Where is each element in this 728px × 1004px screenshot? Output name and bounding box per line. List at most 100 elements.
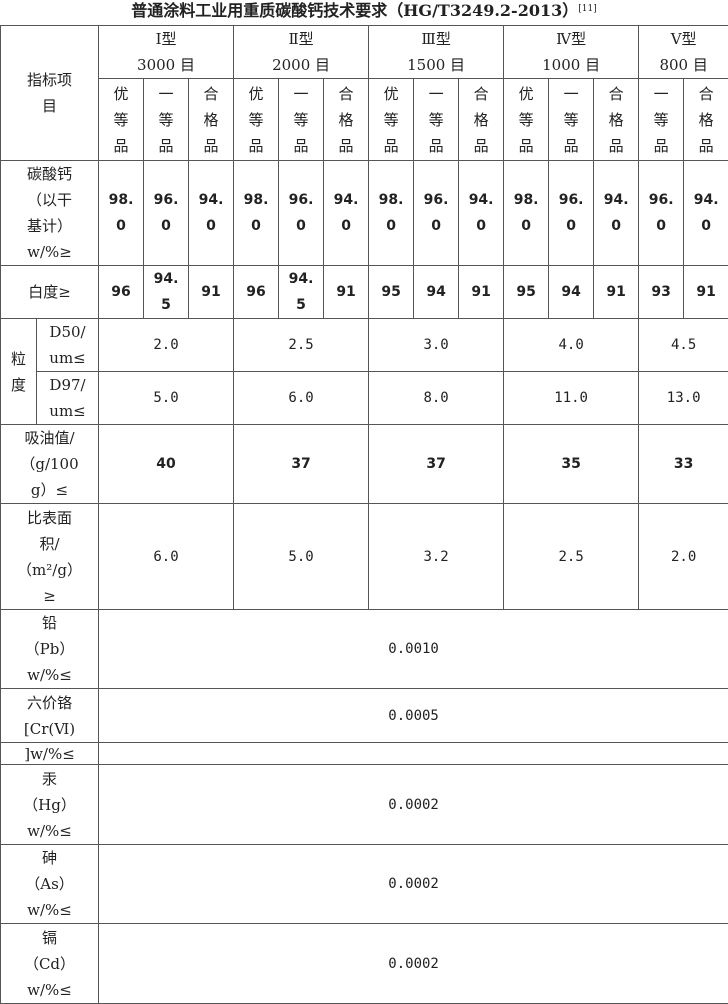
value-cell: 3.2 (369, 504, 504, 610)
table-row-chromium-cont: ]w/%≤ (1, 743, 728, 765)
table-row-lead: 铅 （Pb） w/%≤ 0.0010 (1, 610, 728, 689)
row-label: D97/ um≤ (37, 372, 99, 425)
value-cell: 2.5 (234, 319, 369, 372)
value-cell: 91 (684, 266, 728, 319)
value-cell: 96 (99, 266, 144, 319)
row-label: 吸油值/ （g/100 g）≤ (1, 425, 99, 504)
value-cell: 94.0 (189, 161, 234, 266)
spec-table: 指标项 目 Ⅰ型 3000 目 Ⅱ型 2000 目 Ⅲ型 1500 目 Ⅳ型 1… (0, 25, 728, 1004)
value-text: 94 (561, 279, 580, 305)
grade-superior: 优 等 品 (369, 79, 414, 161)
value-text: 96.0 (286, 187, 316, 239)
value-cell: 91 (594, 266, 639, 319)
value-text: 91 (336, 279, 355, 305)
grade-first: 一 等 品 (144, 79, 189, 161)
value-text: 6.0 (288, 390, 313, 406)
table-row-mercury: 汞 （Hg） w/%≤ 0.0002 (1, 765, 728, 845)
value-cell: 96.0 (144, 161, 189, 266)
value-text: 96 (111, 279, 130, 305)
value-text: 6.0 (153, 549, 178, 565)
value-text: 94.0 (601, 187, 631, 239)
value-text: 94 (426, 279, 445, 305)
value-text: 93 (651, 279, 670, 305)
value-text: 2.0 (671, 549, 696, 565)
value-cell: 94.0 (459, 161, 504, 266)
table-title: 普通涂料工业用重质碳酸钙技术要求（HG/T3249.2-2013）[11] (0, 0, 728, 25)
row-label: 碳酸钙 （以干 基计） w/%≥ (1, 161, 99, 266)
type-header: Ⅲ型 1500 目 (369, 26, 504, 79)
value-text: 98.0 (241, 187, 271, 239)
value-text: 5.0 (288, 549, 313, 565)
grade-qualified: 合 格 品 (594, 79, 639, 161)
value-cell: 11.0 (504, 372, 639, 425)
row-label: 汞 （Hg） w/%≤ (1, 765, 99, 845)
value-cell: 2.0 (99, 319, 234, 372)
value-cell: 6.0 (99, 504, 234, 610)
value-cell: 91 (459, 266, 504, 319)
value-text: 94.0 (196, 187, 226, 239)
value-text: 4.5 (671, 337, 696, 353)
row-label: 铅 （Pb） w/%≤ (1, 610, 99, 689)
value-cell: 5.0 (234, 504, 369, 610)
row-label: 六价铬 [Cr(Ⅵ) (1, 689, 99, 743)
value-cell: 0.0002 (99, 845, 728, 924)
value-cell: 94 (414, 266, 459, 319)
value-text: 95 (516, 279, 535, 305)
type-header: Ⅳ型 1000 目 (504, 26, 639, 79)
type-header: Ⅴ型 800 目 (639, 26, 728, 79)
value-cell: 98.0 (504, 161, 549, 266)
value-text: 2.0 (153, 337, 178, 353)
header-row-types: 指标项 目 Ⅰ型 3000 目 Ⅱ型 2000 目 Ⅲ型 1500 目 Ⅳ型 1… (1, 26, 728, 79)
value-cell: 0.0010 (99, 610, 728, 689)
value-text: 8.0 (423, 390, 448, 406)
value-text: 91 (696, 279, 715, 305)
value-cell: 94.0 (684, 161, 728, 266)
value-cell: 35 (504, 425, 639, 504)
value-cell: 4.5 (639, 319, 728, 372)
value-text: 98.0 (511, 187, 541, 239)
type-header: Ⅱ型 2000 目 (234, 26, 369, 79)
value-cell: 94 (549, 266, 594, 319)
grade-first: 一 等 品 (639, 79, 684, 161)
value-cell: 96.0 (549, 161, 594, 266)
value-cell: 2.0 (639, 504, 728, 610)
value-text: 40 (156, 451, 175, 477)
value-cell: 94.5 (279, 266, 324, 319)
grade-superior: 优 等 品 (234, 79, 279, 161)
header-row-grades: 优 等 品 一 等 品 合 格 品 优 等 品 一 等 品 合 格 品 优 等 … (1, 79, 728, 161)
value-cell: 98.0 (369, 161, 414, 266)
value-cell: 33 (639, 425, 728, 504)
row-label: 砷 （As） w/%≤ (1, 845, 99, 924)
value-text: 98.0 (376, 187, 406, 239)
value-text: 96.0 (151, 187, 181, 239)
row-label: ]w/%≤ (1, 743, 99, 765)
value-text: 37 (426, 451, 445, 477)
value-cell: 94.0 (324, 161, 369, 266)
value-cell: 37 (369, 425, 504, 504)
value-cell: 0.0005 (99, 689, 728, 743)
value-text: 94.0 (466, 187, 496, 239)
empty-cell (99, 743, 728, 765)
value-text: 91 (201, 279, 220, 305)
table-row-chromium: 六价铬 [Cr(Ⅵ) 0.0005 (1, 689, 728, 743)
value-text: 91 (606, 279, 625, 305)
value-text: 94.0 (331, 187, 361, 239)
row-label: 比表面 积/ （m²/g） ≥ (1, 504, 99, 610)
value-text: 3.0 (423, 337, 448, 353)
value-text: 98.0 (106, 187, 136, 239)
value-text: 11.0 (554, 390, 588, 406)
value-cell: 4.0 (504, 319, 639, 372)
value-text: 95 (381, 279, 400, 305)
value-cell: 13.0 (639, 372, 728, 425)
type-header: Ⅰ型 3000 目 (99, 26, 234, 79)
value-text: 96 (246, 279, 265, 305)
value-text: 94.5 (151, 266, 181, 318)
value-cell: 98.0 (99, 161, 144, 266)
value-cell: 6.0 (234, 372, 369, 425)
grade-qualified: 合 格 品 (459, 79, 504, 161)
value-cell: 95 (504, 266, 549, 319)
